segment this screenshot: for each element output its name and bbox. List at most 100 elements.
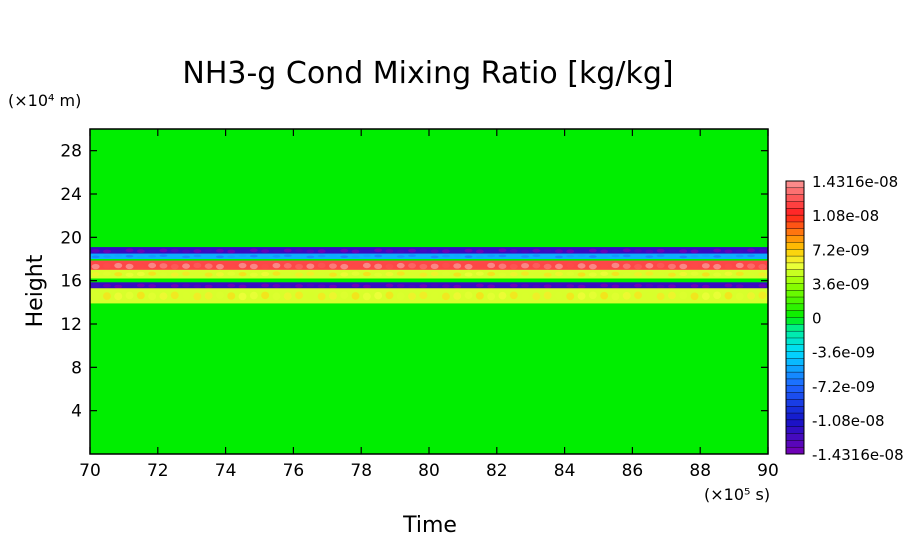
heatmap-cell (159, 263, 168, 269)
heatmap-cell (747, 263, 756, 269)
heatmap-cell (667, 291, 676, 300)
heatmap-cell (351, 271, 360, 276)
colorbar-swatch (785, 214, 805, 223)
heatmap-cell (487, 262, 496, 269)
y-axis-label: Height (23, 254, 48, 327)
colorbar-label: -1.08e-08 (812, 412, 885, 430)
heatmap-cell (317, 271, 326, 276)
colorbar-label: 0 (812, 310, 822, 328)
colorbar-swatch (785, 228, 805, 237)
colorbar-swatch (785, 296, 805, 305)
heatmap-cell (408, 254, 417, 258)
heatmap-cell (600, 271, 609, 276)
heatmap-cell (701, 248, 710, 253)
colorbar-swatch (785, 371, 805, 380)
heatmap-cell (521, 271, 530, 276)
heatmap-cell (272, 249, 281, 254)
heatmap-cell (227, 292, 236, 300)
heatmap-cell (724, 255, 733, 259)
heatmap-cell (441, 262, 450, 269)
heatmap-cell (148, 249, 157, 254)
heatmap-cell (554, 263, 563, 270)
heatmap-cell (735, 284, 744, 289)
heatmap-cell (667, 254, 676, 258)
colorbar-swatch (785, 249, 805, 257)
colorbar-swatch (785, 290, 805, 298)
heatmap-cell (690, 292, 699, 301)
heatmap-cell (645, 255, 654, 258)
heatmap-cell (193, 271, 202, 277)
y-axis: 4 8 12 16 20 24 28 (60, 142, 768, 422)
heatmap-cell (136, 271, 145, 277)
heatmap-cell (385, 255, 394, 259)
heatmap-cell (713, 248, 722, 253)
colorbar-swatch (785, 433, 805, 441)
heatmap-cell (701, 254, 710, 258)
colorbar-swatch (785, 235, 805, 243)
heatmap-cell (622, 284, 631, 289)
colorbar-swatch (785, 276, 805, 284)
heatmap-cell (102, 292, 111, 300)
heatmap-cell (453, 254, 462, 258)
heatmap-cell (566, 254, 575, 258)
heatmap-cell (249, 284, 258, 289)
x-tick-label: 78 (350, 461, 372, 481)
heatmap-cell (521, 262, 530, 269)
colorbar-swatch (785, 262, 805, 271)
heatmap-cell (690, 254, 699, 258)
heatmap-cell (91, 283, 100, 288)
heatmap-cell (543, 248, 552, 253)
heatmap-cell (283, 284, 292, 289)
heatmap-cell (577, 248, 586, 253)
heatmap-cell (679, 263, 688, 270)
colorbar-swatch (785, 242, 805, 250)
heatmap-cell (554, 249, 563, 254)
y-tick-label: 24 (60, 185, 82, 205)
heatmap-cell (656, 262, 665, 269)
heatmap-cell (182, 249, 191, 254)
x-tick-label: 80 (418, 461, 440, 481)
heatmap-cell (679, 283, 688, 288)
heatmap-cell (227, 283, 236, 288)
heatmap-cell (261, 263, 270, 270)
heatmap-cell (317, 249, 326, 254)
colorbar-frame (785, 180, 805, 455)
colorbar-swatch (785, 440, 805, 448)
heatmap-cell (204, 272, 213, 277)
heatmap-cell (227, 263, 236, 269)
y-unit-label: (×10⁴ m) (8, 91, 81, 110)
heatmap-cell (453, 272, 462, 277)
heatmap-cell (532, 292, 541, 301)
heatmap-cell (351, 263, 360, 269)
colorbar-swatch (785, 426, 805, 435)
heatmap-cell (521, 283, 530, 288)
heatmap-cell (656, 292, 665, 301)
heatmap-cell (419, 284, 428, 289)
heatmap-cell (453, 248, 462, 253)
heatmap-cell (261, 255, 270, 259)
heatmap-cell (611, 249, 620, 253)
heatmap-cell (532, 272, 541, 277)
heatmap-cell (419, 291, 428, 300)
heatmap-cell (374, 284, 383, 289)
heatmap-cell (713, 291, 722, 300)
heatmap-cell (588, 248, 597, 253)
heatmap-cell (102, 271, 111, 276)
colorbar-label: 1.08e-08 (812, 207, 879, 225)
heatmap-cell (747, 272, 756, 277)
heatmap-cell (747, 292, 756, 300)
colorbar-swatch (785, 337, 805, 346)
heatmap-cell (509, 249, 518, 253)
heatmap-cell (690, 262, 699, 269)
heatmap-cell (317, 262, 326, 269)
heatmap-cell (238, 262, 247, 269)
heatmap-cell (554, 271, 563, 277)
colorbar-label: 7.2e-09 (812, 241, 870, 259)
heatmap-cell (396, 249, 405, 254)
heatmap-cell (758, 248, 767, 253)
heatmap-cell (385, 249, 394, 253)
heatmap-cell (204, 292, 213, 300)
heatmap-cell (148, 254, 157, 258)
heatmap-cell (577, 272, 586, 277)
heatmap-cell (645, 292, 654, 300)
